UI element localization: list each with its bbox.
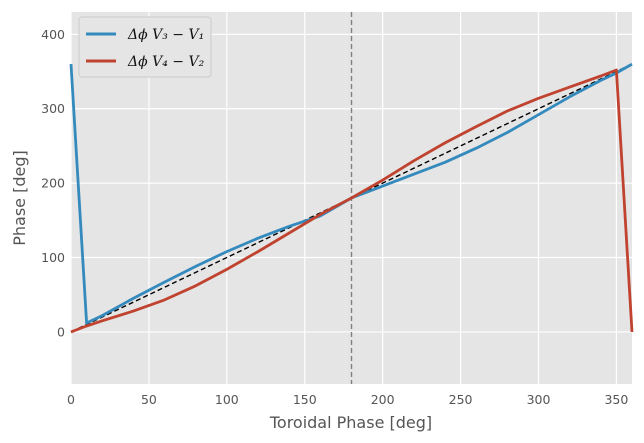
tick-labels: 0 50 100 150 200 250 300 350 0 100 200 300 400 xyxy=(41,27,628,407)
y-tick-label: 400 xyxy=(41,27,65,42)
x-tick-label: 350 xyxy=(604,392,628,407)
x-tick-label: 100 xyxy=(215,392,239,407)
x-tick-label: 50 xyxy=(141,392,157,407)
legend: Δϕ V₃ − V₁ Δϕ V₄ − V₂ xyxy=(78,16,212,78)
legend-label-series-2: Δϕ V₄ − V₂ xyxy=(127,54,205,70)
x-tick-label: 250 xyxy=(449,392,473,407)
legend-label-series-1: Δϕ V₃ − V₁ xyxy=(127,27,204,43)
y-tick-label: 0 xyxy=(57,324,65,339)
y-tick-label: 200 xyxy=(41,176,65,191)
y-tick-label: 300 xyxy=(41,101,65,116)
y-tick-label: 100 xyxy=(41,250,65,265)
x-tick-label: 200 xyxy=(371,392,395,407)
x-tick-label: 300 xyxy=(527,392,551,407)
series-line-2 xyxy=(70,68,634,334)
x-axis-label: Toroidal Phase [deg] xyxy=(269,413,432,432)
x-tick-label: 0 xyxy=(67,392,75,407)
x-tick-label: 150 xyxy=(293,392,317,407)
series-lines xyxy=(69,62,634,334)
y-axis-label: Phase [deg] xyxy=(10,150,29,246)
